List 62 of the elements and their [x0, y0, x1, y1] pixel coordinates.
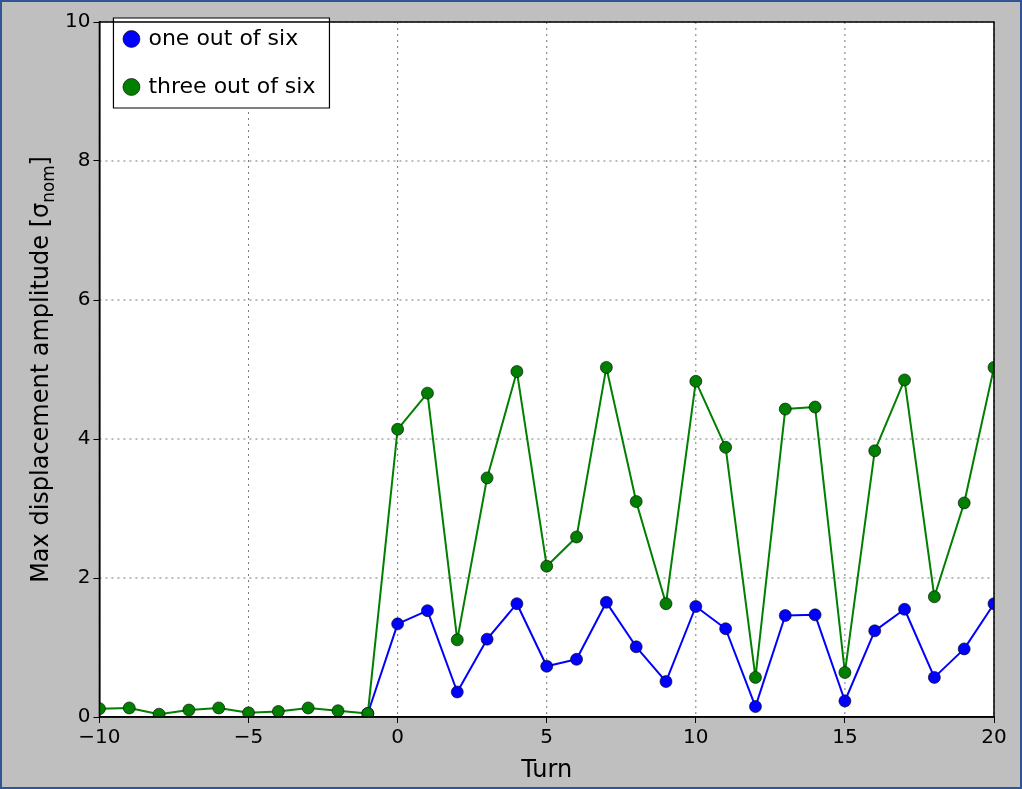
point — [570, 530, 583, 544]
point — [957, 642, 971, 656]
legend-label: one out of six — [148, 24, 299, 50]
point — [838, 694, 852, 708]
point — [749, 700, 762, 713]
point — [689, 375, 703, 388]
point — [540, 659, 554, 673]
point — [421, 386, 434, 400]
x-tick-label: 15 — [832, 724, 858, 749]
point — [331, 704, 345, 717]
point — [898, 602, 911, 616]
point — [212, 701, 226, 715]
point — [421, 604, 434, 617]
point — [540, 559, 554, 573]
point — [570, 653, 583, 666]
point — [450, 685, 464, 699]
point — [719, 622, 732, 636]
point — [391, 617, 404, 631]
point — [242, 706, 255, 717]
point — [510, 365, 524, 378]
point — [450, 633, 464, 647]
point — [272, 705, 285, 717]
point — [778, 402, 792, 416]
point — [838, 666, 852, 679]
point — [182, 703, 196, 717]
point — [898, 373, 911, 387]
point — [510, 597, 524, 611]
point — [868, 444, 882, 458]
x-tick-label: 0 — [391, 724, 404, 749]
point — [659, 675, 673, 688]
point — [600, 596, 613, 609]
point — [480, 471, 494, 485]
point — [301, 701, 315, 715]
point — [749, 671, 762, 684]
point — [659, 597, 673, 611]
point — [778, 609, 792, 622]
point — [928, 590, 941, 604]
point — [629, 640, 643, 654]
y-axis-title: Max displacement amplitude [σnom] — [26, 156, 58, 583]
point — [808, 400, 822, 414]
x-axis-title: Turn — [520, 755, 573, 784]
point — [480, 632, 494, 646]
x-tick-label: 5 — [540, 724, 554, 749]
y-tick-label: 6 — [77, 286, 91, 311]
x-tick-label: 20 — [981, 724, 1007, 749]
y-tick-label: 4 — [77, 425, 91, 450]
point — [928, 671, 941, 684]
legend-label: three out of six — [148, 72, 316, 98]
point — [957, 496, 971, 510]
x-tick-label: 10 — [683, 724, 709, 749]
point — [391, 422, 404, 436]
point — [808, 608, 822, 622]
y-tick-label: 2 — [77, 564, 91, 589]
point — [122, 701, 136, 715]
point — [600, 361, 613, 374]
point — [689, 600, 703, 613]
y-tick-label: 8 — [77, 147, 91, 172]
y-tick-label: 10 — [65, 8, 91, 33]
point — [629, 495, 643, 508]
point — [868, 624, 882, 638]
x-tick-label: −5 — [233, 724, 264, 749]
point — [719, 441, 732, 454]
